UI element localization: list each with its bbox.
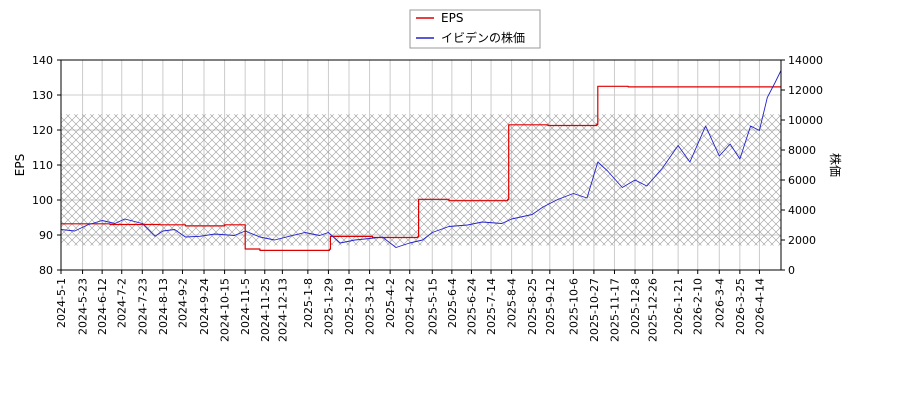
- x-tick-label: 2024-12-13: [276, 278, 289, 342]
- x-tick-label: 2025-8-25: [526, 278, 539, 335]
- x-tick-label: 2026-1-21: [672, 278, 685, 335]
- left-axis: 80 90 100 110 120 130 140: [32, 54, 61, 277]
- series-layer: [61, 70, 781, 251]
- right-axis: 0 2000 4000 6000 8000 10000 12000 14000: [781, 54, 823, 277]
- x-axis: 2024-5-1 2024-5-23 2024-6-12 2024-7-2 2024-7…: [55, 270, 766, 342]
- right-tick-label: 6000: [788, 174, 816, 187]
- left-tick-label: 110: [32, 159, 53, 172]
- x-tick-label: 2025-9-12: [544, 278, 557, 335]
- left-tick-label: 130: [32, 89, 53, 102]
- right-tick-label: 0: [788, 264, 795, 277]
- left-tick-label: 120: [32, 124, 53, 137]
- x-tick-label: 2025-5-15: [426, 278, 439, 335]
- x-tick-label: 2025-3-12: [364, 278, 377, 335]
- x-tick-label: 2025-12-8: [629, 278, 642, 335]
- x-tick-label: 2024-7-2: [116, 278, 129, 328]
- series-line-eps: [61, 85, 781, 251]
- right-tick-label: 4000: [788, 204, 816, 217]
- x-tick-label: 2025-12-26: [647, 278, 660, 342]
- left-tick-label: 80: [39, 264, 53, 277]
- x-tick-label: 2024-11-5: [239, 278, 252, 335]
- x-tick-label: 2025-2-19: [343, 278, 356, 335]
- right-tick-label: 14000: [788, 54, 823, 67]
- x-tick-label: 2025-4-22: [404, 278, 417, 335]
- left-tick-label: 90: [39, 229, 53, 242]
- x-tick-label: 2024-9-2: [176, 278, 189, 328]
- x-tick-label: 2025-8-4: [506, 278, 519, 328]
- x-tick-label: 2026-3-4: [713, 278, 726, 328]
- right-tick-label: 10000: [788, 114, 823, 127]
- legend: EPS イビデンの株価: [409, 9, 541, 49]
- legend-label-price: イビデンの株価: [441, 30, 525, 45]
- x-tick-label: 2025-11-17: [608, 278, 621, 342]
- x-tick-label: 2026-2-10: [692, 278, 705, 335]
- right-tick-label: 12000: [788, 84, 823, 97]
- x-tick-label: 2025-4-2: [384, 278, 397, 328]
- x-tick-label: 2024-9-24: [198, 278, 211, 335]
- x-tick-label: 2025-6-4: [446, 278, 459, 328]
- x-tick-label: 2024-5-23: [77, 278, 90, 335]
- right-tick-label: 2000: [788, 234, 816, 247]
- left-axis-title: EPS: [13, 154, 27, 176]
- hatched-band-rect: [61, 114, 781, 246]
- x-tick-label: 2025-1-8: [302, 278, 315, 328]
- x-tick-label: 2024-11-25: [259, 278, 272, 342]
- right-axis-title: 株価: [828, 153, 843, 177]
- hatched-band: [61, 114, 781, 246]
- legend-label-eps: EPS: [441, 11, 463, 25]
- legend-box: [409, 9, 541, 49]
- x-tick-label: 2024-10-15: [219, 278, 232, 342]
- x-tick-label: 2025-6-24: [465, 278, 478, 335]
- x-tick-label: 2025-10-27: [588, 278, 601, 342]
- x-tick-label: 2025-7-14: [485, 278, 498, 335]
- x-tick-label: 2026-3-25: [734, 278, 747, 335]
- right-tick-label: 8000: [788, 144, 816, 157]
- x-tick-label: 2025-10-6: [567, 278, 580, 335]
- x-tick-label: 2025-1-29: [322, 278, 335, 335]
- x-tick-label: 2024-7-23: [136, 278, 149, 335]
- x-tick-label: 2024-6-12: [96, 278, 109, 335]
- x-tick-label: 2024-8-13: [157, 278, 170, 335]
- x-tick-label: 2024-5-1: [55, 278, 68, 328]
- series-line-price: [61, 70, 781, 248]
- left-tick-label: 140: [32, 54, 53, 67]
- x-tick-label: 2026-4-14: [753, 278, 766, 335]
- left-tick-label: 100: [32, 194, 53, 207]
